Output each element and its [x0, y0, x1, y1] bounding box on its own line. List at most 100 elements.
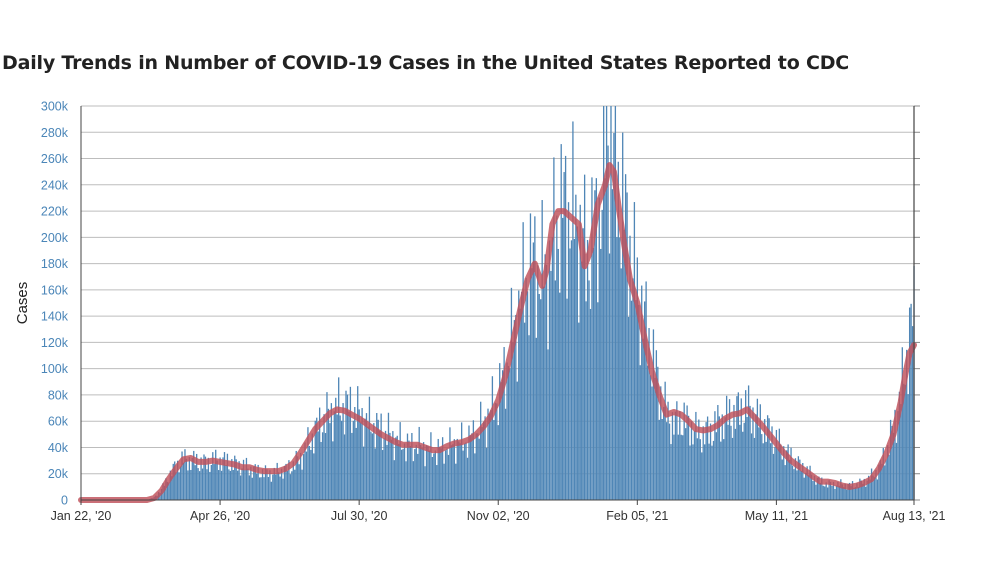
daily-case-bar [354, 407, 356, 500]
daily-case-bar [424, 466, 426, 500]
daily-case-bar [314, 420, 316, 500]
daily-case-bar [285, 463, 287, 500]
daily-case-bar [434, 450, 436, 500]
daily-case-bar [569, 248, 571, 500]
daily-case-bar [343, 434, 346, 500]
daily-case-bar [336, 414, 338, 500]
daily-case-bar [780, 444, 782, 500]
grid-lines [81, 105, 914, 501]
daily-case-bar [598, 197, 600, 500]
x-tick-label: Aug 13, '21 [883, 509, 946, 523]
daily-case-bar [844, 483, 846, 500]
daily-case-bar [832, 481, 835, 500]
daily-case-bar [730, 425, 732, 500]
daily-case-bar [403, 443, 406, 500]
daily-case-bar [718, 416, 720, 500]
daily-case-bar [797, 456, 800, 500]
daily-case-bar [772, 453, 775, 500]
daily-case-bar [894, 409, 896, 500]
daily-case-bar [752, 407, 754, 500]
daily-case-bar [465, 442, 467, 500]
daily-case-bar [232, 469, 234, 500]
daily-case-bar [216, 460, 218, 500]
daily-case-bar [793, 469, 795, 500]
daily-case-bar [447, 454, 450, 500]
daily-case-bar [545, 264, 548, 500]
daily-case-bar [537, 265, 539, 500]
daily-case-bar [305, 451, 308, 500]
daily-case-bar [626, 192, 628, 500]
daily-cases-bars [147, 106, 915, 501]
daily-case-bar [444, 450, 447, 500]
y-tick-label: 20k [48, 467, 69, 481]
daily-case-bar [499, 363, 501, 500]
daily-case-bar [863, 478, 865, 500]
daily-case-bar [746, 417, 748, 500]
daily-case-bar [257, 464, 259, 500]
daily-case-bar [456, 438, 458, 500]
daily-case-bar [400, 449, 403, 500]
daily-case-bar [862, 483, 864, 500]
daily-case-bar [217, 470, 220, 500]
daily-case-bar [332, 441, 334, 500]
daily-case-bar [837, 481, 839, 500]
daily-case-bar [503, 347, 505, 500]
daily-case-bar [692, 444, 694, 500]
daily-case-bar [585, 301, 587, 500]
daily-case-bar [709, 423, 712, 500]
daily-case-bar [439, 446, 441, 500]
daily-case-bar [251, 477, 253, 500]
daily-case-bar [443, 463, 445, 500]
daily-case-bar [690, 421, 693, 500]
daily-case-bar [340, 420, 343, 500]
daily-case-bar [648, 328, 650, 500]
daily-case-bar [813, 475, 816, 500]
daily-case-bar [654, 377, 656, 500]
daily-case-bar [872, 475, 874, 500]
daily-case-bar [329, 423, 331, 500]
daily-case-bar [834, 489, 836, 500]
daily-case-bar [695, 411, 697, 500]
daily-case-bar [256, 473, 258, 500]
moving-average-line [78, 162, 917, 503]
daily-case-bar [351, 432, 353, 500]
daily-case-bar [873, 477, 876, 500]
daily-case-bar [531, 268, 533, 500]
daily-case-bar [494, 402, 496, 500]
daily-case-bar [365, 413, 368, 500]
daily-case-bar [910, 303, 912, 500]
daily-case-bar [712, 440, 715, 500]
daily-case-bar [525, 278, 527, 500]
daily-case-bar [258, 477, 261, 500]
daily-case-bar [364, 418, 366, 500]
daily-case-bar [301, 469, 303, 500]
daily-case-bar [641, 285, 643, 500]
daily-case-bar [702, 426, 704, 500]
daily-case-bar [761, 434, 763, 500]
daily-case-bar [891, 425, 893, 500]
daily-case-bar [412, 461, 415, 500]
daily-case-bar [745, 390, 747, 500]
daily-case-bar [645, 281, 647, 500]
daily-case-bar [196, 453, 198, 500]
daily-case-bar [485, 447, 488, 500]
daily-case-bar [182, 462, 185, 500]
daily-case-bar [453, 439, 455, 500]
daily-case-bar [759, 404, 761, 500]
daily-case-bar [406, 433, 409, 500]
daily-case-bar [381, 450, 384, 500]
daily-case-bar [790, 447, 792, 500]
daily-case-bar [207, 457, 210, 500]
daily-case-bar [472, 420, 475, 500]
daily-case-bar [496, 403, 498, 500]
daily-case-bar [409, 445, 412, 500]
daily-case-bar [321, 432, 324, 500]
daily-case-bar [838, 485, 841, 500]
daily-case-bar [765, 441, 767, 500]
y-tick-label: 120k [41, 336, 69, 350]
daily-case-bar [462, 450, 464, 500]
daily-case-bar [737, 392, 740, 500]
daily-case-bar [455, 463, 457, 500]
daily-case-bar [771, 426, 773, 500]
